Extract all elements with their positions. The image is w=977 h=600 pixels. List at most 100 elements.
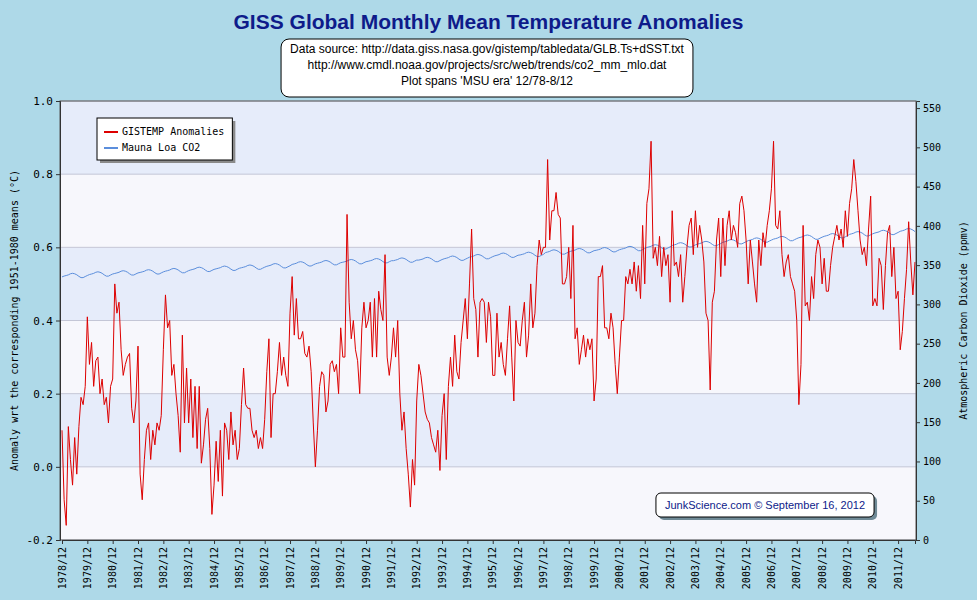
x-tick: 1992/12 <box>411 540 422 589</box>
x-tick: 1988/12 <box>310 540 321 589</box>
y-tick: 0.8 <box>33 168 60 181</box>
x-tick: 1998/12 <box>563 540 574 589</box>
y-tick: 0.4 <box>33 315 60 328</box>
annotation: JunkScience.com © September 16, 2012 <box>665 499 865 511</box>
y2-tick-label: 250 <box>923 338 941 349</box>
x-tick-label: 2009/12 <box>842 547 853 589</box>
grid-line <box>60 247 916 248</box>
x-tick-label: 1979/12 <box>82 547 93 589</box>
y-axis: -0.20.00.20.40.60.81.0 <box>27 95 61 547</box>
y2-tick-label: 150 <box>923 417 941 428</box>
x-axis: 1978/121979/121980/121981/121982/121983/… <box>57 540 916 589</box>
x-tick-mark <box>670 540 671 544</box>
x-tick-label: 2004/12 <box>715 547 726 589</box>
x-tick-mark <box>417 540 418 544</box>
y-tick-mark <box>56 467 60 468</box>
y2-tick: 250 <box>916 338 941 349</box>
x-tick-label: 1999/12 <box>589 547 600 589</box>
x-tick-label: 2010/12 <box>867 547 878 589</box>
x-tick-label: 2011/12 <box>893 547 904 589</box>
y2-tick-label: 450 <box>923 181 941 192</box>
y2-tick-label: 100 <box>923 456 941 467</box>
x-tick: 1982/12 <box>158 540 169 589</box>
grid-line <box>60 393 916 394</box>
band <box>60 321 916 394</box>
annotation-frame <box>656 493 874 517</box>
x-tick: 1985/12 <box>234 540 245 589</box>
y2-tick-label: 350 <box>923 260 941 271</box>
y2-tick-mark <box>916 304 920 305</box>
y2-tick-mark <box>916 226 920 227</box>
x-tick-label: 1988/12 <box>310 547 321 589</box>
plot-frame <box>60 101 916 540</box>
x-tick-mark <box>746 540 747 544</box>
y-tick-label: 0.6 <box>33 241 53 254</box>
x-tick-mark <box>873 540 874 544</box>
x-tick-label: 1985/12 <box>234 547 245 589</box>
x-tick-mark <box>442 540 443 544</box>
y2-axis: 050100150200250300350400450500550 <box>916 102 941 546</box>
x-tick-mark <box>645 540 646 544</box>
x-tick: 1995/12 <box>487 540 498 589</box>
x-tick-mark <box>265 540 266 544</box>
y2-tick-mark <box>916 147 920 148</box>
legend-label: GISTEMP Anomalies <box>122 126 224 137</box>
plot-background <box>60 101 916 540</box>
y-tick-label: -0.2 <box>27 534 54 547</box>
subtitle-frame <box>281 39 693 97</box>
y2-tick-label: 300 <box>923 299 941 310</box>
y2-tick-label: 550 <box>923 103 941 114</box>
x-tick-mark <box>391 540 392 544</box>
y2-tick-mark <box>916 501 920 502</box>
x-tick-label: 1990/12 <box>361 547 372 589</box>
y2-axis-line <box>917 102 921 541</box>
x-tick: 1980/12 <box>107 540 118 589</box>
x-tick-mark <box>543 540 544 544</box>
x-tick-label: 1981/12 <box>133 547 144 589</box>
x-tick: 2000/12 <box>614 540 625 589</box>
x-tick-label: 1991/12 <box>386 547 397 589</box>
y2-tick: 400 <box>916 221 941 232</box>
x-tick-label: 2002/12 <box>665 547 676 589</box>
x-tick-mark <box>214 540 215 544</box>
x-tick: 1991/12 <box>386 540 397 589</box>
y-tick-label: 0.8 <box>33 168 53 181</box>
x-tick: 1993/12 <box>437 540 448 589</box>
band <box>60 467 916 540</box>
y2-tick: 0 <box>916 535 929 546</box>
y-tick-label: 0.2 <box>33 388 53 401</box>
x-tick-label: 1994/12 <box>462 547 473 589</box>
y2-tick: 200 <box>916 378 941 389</box>
x-tick-mark <box>467 540 468 544</box>
annotation-box: JunkScience.com © September 16, 2012 <box>656 493 877 520</box>
y-tick-mark <box>56 247 60 248</box>
x-tick-mark <box>87 540 88 544</box>
x-tick: 1984/12 <box>209 540 220 589</box>
x-tick-mark <box>493 540 494 544</box>
legend-label: Mauna Loa CO2 <box>122 142 200 153</box>
band <box>60 101 916 174</box>
x-tick-mark <box>138 540 139 544</box>
y2-tick-mark <box>916 383 920 384</box>
x-tick-label: 2007/12 <box>791 547 802 589</box>
y-tick: 0.0 <box>33 461 60 474</box>
x-tick: 2009/12 <box>842 540 853 589</box>
x-tick-label: 1982/12 <box>158 547 169 589</box>
legend-swatch <box>104 147 118 149</box>
x-tick-mark <box>62 540 63 544</box>
x-tick-mark <box>797 540 798 544</box>
y-tick-mark <box>56 321 60 322</box>
y2-axis-title: Atmospheric Carbon Dioxide (ppmv) <box>958 221 969 420</box>
x-tick: 1981/12 <box>133 540 144 589</box>
y2-tick: 50 <box>916 495 935 506</box>
grid <box>60 101 916 540</box>
x-tick-mark <box>341 540 342 544</box>
chart-container: GISS Global Monthly Mean Temperature Ano… <box>0 0 977 600</box>
chart-svg: GISS Global Monthly Mean Temperature Ano… <box>0 0 977 600</box>
x-tick-label: 2008/12 <box>817 547 828 589</box>
x-tick-mark <box>695 540 696 544</box>
y-tick-mark <box>56 394 60 395</box>
x-tick: 1989/12 <box>335 540 346 589</box>
plot-marks <box>62 141 915 525</box>
x-tick-label: 2000/12 <box>614 547 625 589</box>
